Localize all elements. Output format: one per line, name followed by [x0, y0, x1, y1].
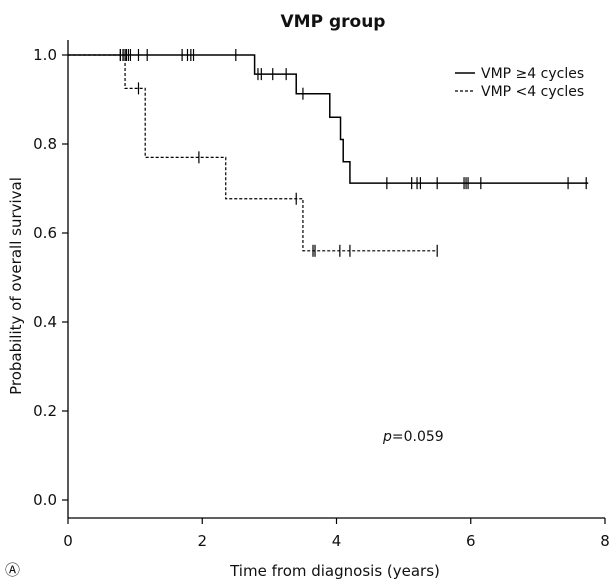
chart-title: VMP group	[281, 12, 386, 32]
x-tick-label-3: 6	[466, 532, 476, 550]
y-axis-label: Probability of overall survival	[7, 177, 25, 395]
x-tick-label-4: 8	[600, 532, 610, 550]
x-axis-label: Time from diagnosis (years)	[229, 562, 440, 580]
y-tick-label-2: 0.4	[33, 313, 57, 331]
panel-label: Ⓐ	[5, 561, 20, 579]
p-value-symbol: p	[382, 429, 392, 445]
y-tick-label-5: 1.0	[33, 46, 57, 64]
y-tick-label-1: 0.2	[33, 402, 57, 420]
legend: VMP ≥4 cycles VMP <4 cycles	[455, 66, 584, 100]
x-tick-label-2: 4	[332, 532, 342, 550]
axes: 0.0 0.2 0.4 0.6 0.8 1.0 0 2 4 6 8	[33, 40, 610, 550]
legend-label-series-2: VMP <4 cycles	[481, 84, 584, 100]
p-value-annotation: p=0.059	[382, 429, 444, 445]
p-value-number: =0.059	[392, 429, 444, 445]
y-tick-label-0: 0.0	[33, 491, 57, 509]
censor-marks	[119, 49, 587, 257]
legend-label-series-1: VMP ≥4 cycles	[481, 66, 584, 82]
y-tick-label-4: 0.8	[33, 135, 57, 153]
y-tick-label-3: 0.6	[33, 224, 57, 242]
x-tick-label-1: 2	[197, 532, 207, 550]
km-curve-series-2	[68, 54, 438, 252]
x-tick-label-0: 0	[63, 532, 73, 550]
